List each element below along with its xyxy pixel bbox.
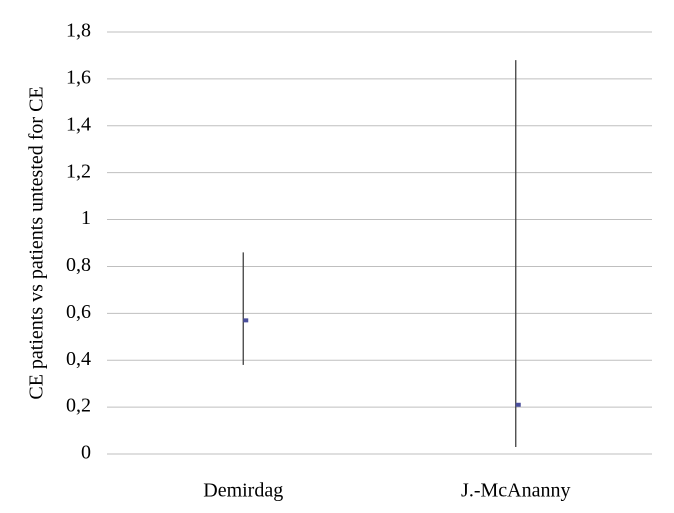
x-tick-label: J.-McAnanny bbox=[461, 480, 570, 502]
x-tick-label: Demirdag bbox=[203, 480, 283, 502]
y-tick-label: 1,8 bbox=[66, 20, 91, 42]
y-tick-label: 1 bbox=[81, 207, 91, 229]
y-axis-label: CE patients vs patients untested for CE bbox=[26, 86, 48, 399]
y-tick-label: 0,4 bbox=[66, 348, 91, 370]
point-estimate bbox=[515, 402, 521, 407]
y-tick-label: 0,8 bbox=[66, 254, 91, 276]
y-tick-label: 1,4 bbox=[66, 113, 91, 135]
y-tick-label: 0,6 bbox=[66, 301, 91, 323]
y-tick-label: 1,2 bbox=[66, 160, 91, 182]
y-tick-label: 1,6 bbox=[66, 66, 91, 88]
y-tick-label: 0,2 bbox=[66, 395, 91, 417]
point-estimate bbox=[243, 318, 249, 323]
y-tick-label: 0 bbox=[81, 442, 91, 464]
